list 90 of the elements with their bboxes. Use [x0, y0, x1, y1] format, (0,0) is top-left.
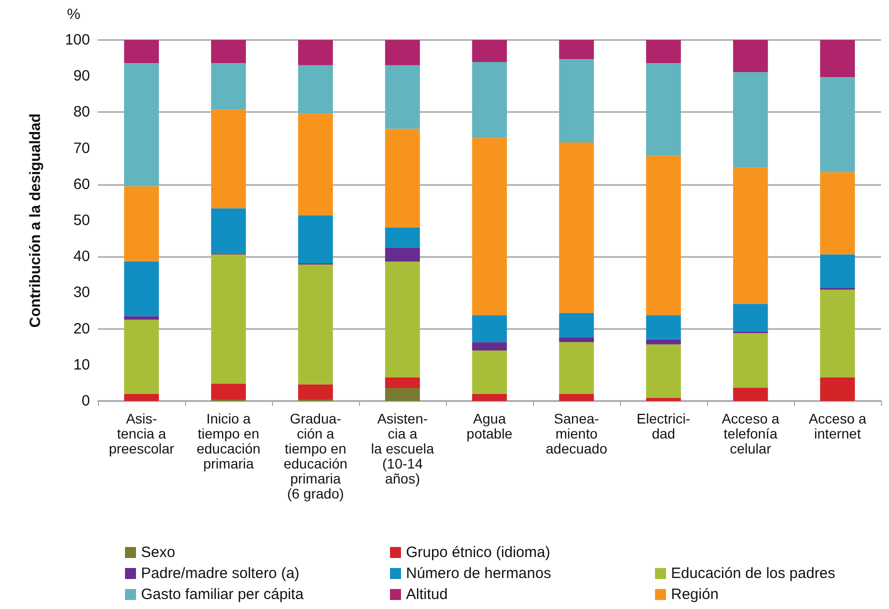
y-tick-label: 50 — [73, 212, 90, 229]
bar — [124, 186, 159, 262]
x-tick-label: Acceso a telefonía celular — [722, 410, 780, 456]
bar — [385, 388, 420, 401]
legend-label: Grupo étnico (idioma) — [406, 544, 550, 561]
bar — [298, 40, 333, 66]
bar — [733, 333, 768, 388]
y-tick-label: 30 — [73, 284, 90, 302]
legend-label: Educación de los padres — [671, 565, 836, 582]
bar — [211, 40, 246, 64]
y-tick-label: 100 — [64, 32, 90, 48]
bar — [559, 337, 594, 342]
bar — [385, 378, 420, 388]
bar — [820, 290, 855, 378]
bar — [124, 316, 159, 320]
y-tick-label: 70 — [73, 140, 90, 157]
y-tick-label: 80 — [73, 104, 90, 121]
bar — [385, 227, 420, 248]
bar — [385, 40, 420, 66]
legend-label: Altitud — [406, 586, 448, 603]
bar — [385, 262, 420, 378]
bar — [124, 40, 159, 64]
legend-label: Padre/madre soltero (a) — [141, 565, 300, 582]
bar — [298, 65, 333, 114]
legend-label: Sexo — [141, 544, 176, 561]
y-tick-label: 60 — [73, 176, 90, 193]
x-tick-label: Gradua- ción a tiempo en educación primaria (6 grado) — [284, 410, 348, 502]
bar — [559, 142, 594, 313]
y-tick-label: 20 — [73, 320, 90, 338]
bar — [472, 40, 507, 62]
bar — [559, 342, 594, 394]
y-tick-label: 40 — [73, 248, 90, 266]
bar — [298, 384, 333, 400]
bar — [472, 394, 507, 401]
bar — [646, 339, 681, 344]
bar — [298, 114, 333, 216]
x-tick-label: Agua potable — [466, 410, 513, 442]
bar — [646, 315, 681, 340]
bar — [298, 215, 333, 264]
bar — [559, 59, 594, 143]
bar — [559, 40, 594, 60]
bar — [646, 40, 681, 64]
bar — [559, 394, 594, 401]
bar — [733, 388, 768, 401]
bar — [385, 248, 420, 262]
text: % — [67, 6, 80, 23]
bar — [385, 128, 420, 228]
bar — [124, 394, 159, 401]
bar — [211, 208, 246, 254]
bar — [646, 398, 681, 401]
x-tick-label: Asis- tencia a preescolar — [108, 410, 175, 456]
y-tick-label: 10 — [73, 356, 90, 374]
bar — [211, 384, 246, 400]
y-tick-label: 0 — [82, 392, 90, 410]
bar — [472, 138, 507, 316]
bar — [472, 350, 507, 394]
x-tick-label: Sanea- miento adecuado — [546, 410, 608, 456]
x-tick-label: Electrici- dad — [636, 410, 691, 442]
bar — [733, 304, 768, 332]
legend-label: Número de hermanos — [406, 565, 552, 582]
bar — [820, 40, 855, 78]
bar — [820, 254, 855, 288]
x-tick-label: Acceso a internet — [808, 410, 867, 442]
bar — [385, 65, 420, 129]
y-axis-title: Contribución a la desigualdad — [27, 113, 44, 328]
bar — [820, 172, 855, 254]
bar — [733, 40, 768, 72]
bar — [124, 320, 159, 394]
y-tick-label: 90 — [73, 68, 90, 85]
bar — [124, 63, 159, 186]
x-tick-label: Asisten- cia a la escuela (10-14 años) — [370, 410, 434, 486]
legend-label: Gasto familiar per cápita — [141, 586, 304, 603]
bar — [646, 63, 681, 156]
bar — [211, 254, 246, 384]
bar — [733, 72, 768, 168]
bar — [472, 62, 507, 138]
bar — [646, 156, 681, 316]
bar — [733, 168, 768, 304]
bar — [472, 315, 507, 342]
legend-label: Región — [671, 586, 719, 603]
bar — [820, 378, 855, 401]
bar — [124, 261, 159, 316]
bar — [646, 344, 681, 398]
bar — [211, 63, 246, 110]
bar — [472, 342, 507, 350]
bar — [211, 110, 246, 208]
bar — [820, 77, 855, 172]
bar — [298, 264, 333, 384]
bar — [559, 312, 594, 338]
x-tick-label: Inicio a tiempo en educación primaria — [196, 410, 260, 472]
